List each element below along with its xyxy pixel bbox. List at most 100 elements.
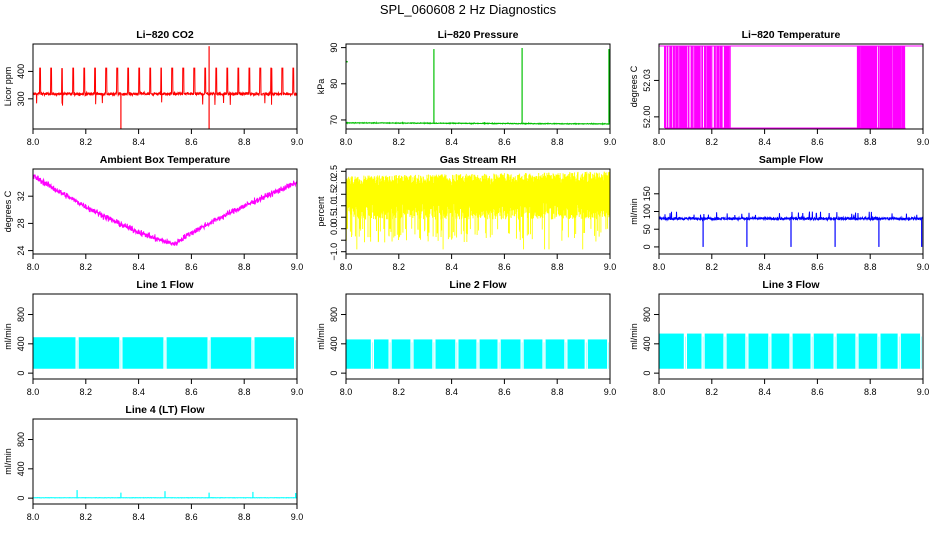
x-tick-label: 9.0	[604, 137, 617, 147]
x-tick-label: 8.2	[706, 137, 719, 147]
x-tick-label: 8.6	[811, 387, 824, 397]
x-tick-label: 8.2	[80, 137, 93, 147]
x-tick-label: 8.4	[758, 137, 771, 147]
flow-block	[568, 339, 585, 368]
x-tick-label: 8.6	[185, 262, 198, 272]
page-title: SPL_060608 2 Hz Diagnostics	[380, 2, 557, 17]
flow-block	[33, 337, 75, 369]
x-tick-label: 8.6	[498, 387, 511, 397]
chart-title: Line 4 (LT) Flow	[125, 404, 205, 416]
chart-title: Li−820 Temperature	[742, 29, 841, 41]
series-p6	[659, 212, 923, 248]
flow-block	[771, 334, 789, 369]
series-line	[346, 123, 610, 125]
chart-title: Line 1 Flow	[136, 279, 194, 291]
y-tick-label: 400	[16, 336, 26, 351]
y-tick-label: 800	[16, 432, 26, 447]
flow-block	[436, 339, 456, 368]
chart-title: Li−820 CO2	[136, 29, 194, 41]
series-p1	[33, 46, 297, 131]
series-p2	[346, 48, 610, 124]
y-tick-label: 28	[16, 218, 26, 228]
y-axis-label: ml/min	[629, 198, 639, 225]
series-band	[346, 172, 610, 250]
x-tick-label: 8.6	[185, 137, 198, 147]
flow-block	[814, 334, 834, 369]
y-tick-label: 50	[642, 224, 652, 234]
x-tick-label: 8.0	[27, 137, 40, 147]
x-tick-label: 8.8	[238, 512, 251, 522]
x-tick-label: 8.4	[132, 387, 145, 397]
x-tick-label: 8.8	[551, 262, 564, 272]
x-tick-label: 8.6	[185, 387, 198, 397]
x-tick-label: 8.0	[340, 387, 353, 397]
flow-block	[255, 337, 295, 369]
x-tick-label: 8.6	[811, 262, 824, 272]
series-transitions	[664, 46, 904, 128]
x-tick-label: 8.2	[80, 512, 93, 522]
x-tick-label: 8.6	[498, 137, 511, 147]
x-tick-label: 8.8	[551, 137, 564, 147]
x-tick-label: 8.2	[393, 387, 406, 397]
x-tick-label: 8.4	[758, 262, 771, 272]
x-tick-label: 9.0	[604, 387, 617, 397]
plot-frame	[346, 44, 610, 129]
y-axis-label: ml/min	[316, 323, 326, 350]
flow-block	[901, 334, 920, 369]
flow-block	[480, 339, 498, 368]
chart-title: Ambient Box Temperature	[100, 154, 231, 166]
x-tick-label: 8.0	[27, 262, 40, 272]
series-p7	[33, 337, 296, 369]
x-tick-label: 8.2	[706, 387, 719, 397]
flow-block	[414, 339, 433, 368]
y-tick-label: 0	[16, 496, 26, 501]
series-line	[33, 68, 297, 105]
series-p3	[659, 46, 923, 128]
x-tick-label: 8.8	[238, 137, 251, 147]
chart-title: Line 2 Flow	[449, 279, 507, 291]
x-tick-label: 8.2	[706, 262, 719, 272]
y-tick-label: 400	[16, 461, 26, 476]
y-tick-label: −1.0	[329, 243, 339, 261]
y-axis-label: kPa	[316, 79, 326, 95]
x-tick-label: 8.2	[80, 262, 93, 272]
x-tick-label: 8.4	[132, 137, 145, 147]
y-axis-label: percent	[316, 196, 326, 227]
y-tick-label: 90	[329, 43, 339, 53]
y-tick-label: 0	[329, 371, 339, 376]
y-tick-label: 800	[642, 307, 652, 322]
y-axis-label: Licor ppm	[3, 67, 13, 107]
x-tick-label: 8.8	[864, 387, 877, 397]
flow-block	[458, 339, 476, 368]
flow-block	[727, 334, 746, 369]
y-axis-label: ml/min	[3, 448, 13, 475]
series-p4	[33, 174, 297, 246]
flow-block	[859, 334, 878, 369]
flow-block	[659, 334, 684, 369]
x-tick-label: 8.2	[80, 387, 93, 397]
chart-title: Sample Flow	[759, 154, 824, 166]
chart-title: Line 3 Flow	[762, 279, 820, 291]
y-tick-label: 52.00	[642, 106, 652, 129]
x-tick-label: 9.0	[917, 137, 930, 147]
y-tick-label: 32	[16, 191, 26, 201]
x-tick-label: 8.6	[185, 512, 198, 522]
x-tick-label: 8.8	[238, 262, 251, 272]
flow-block	[881, 334, 898, 369]
flow-block	[167, 337, 208, 369]
x-tick-label: 8.6	[811, 137, 824, 147]
x-tick-label: 8.6	[498, 262, 511, 272]
x-tick-label: 8.8	[864, 262, 877, 272]
x-tick-label: 8.0	[340, 137, 353, 147]
flow-block	[123, 337, 164, 369]
y-tick-label: 24	[16, 246, 26, 256]
flow-block	[374, 339, 388, 368]
